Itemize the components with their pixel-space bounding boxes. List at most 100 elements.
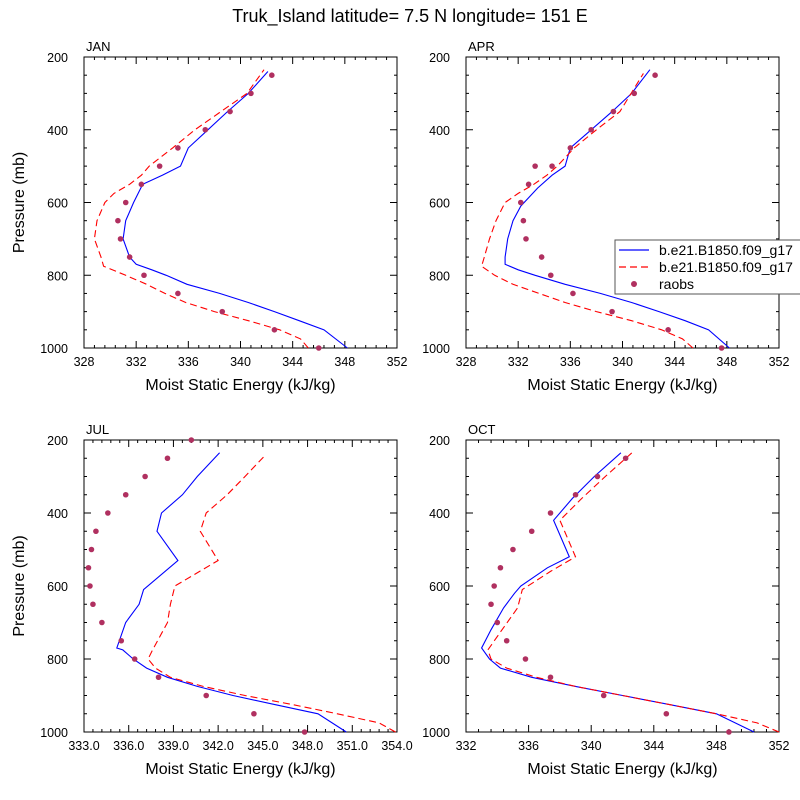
x-tick-label: 352 (387, 355, 408, 369)
raobs-point (538, 254, 545, 260)
raobs-point (523, 236, 529, 242)
x-tick-label: 336 (560, 355, 581, 369)
y-tick-label: 400 (429, 507, 450, 521)
plot-frame (83, 439, 398, 733)
x-tick-label: 342.0 (203, 739, 234, 753)
x-tick-label: 340 (230, 355, 251, 369)
legend: b.e21.B1850.f09_g17 b.e21.B1850.f09_g17 … (614, 239, 800, 295)
y-tick-label: 800 (47, 653, 68, 667)
raobs-point (301, 729, 308, 735)
x-tick-label: 332 (508, 355, 529, 369)
x-tick-label: 328 (456, 355, 477, 369)
y-tick-label: 1000 (40, 726, 68, 740)
model1-series-line (116, 452, 347, 733)
plot-frame (465, 439, 780, 733)
raobs-point (494, 619, 501, 626)
y-tick-label: 800 (429, 653, 450, 667)
y-tick-label: 1000 (40, 342, 68, 356)
raobs-point (652, 72, 658, 78)
raobs-point (269, 72, 275, 78)
y-tick-label: 200 (429, 51, 450, 65)
raobs-point (588, 126, 594, 133)
figure-title: Truk_Island latitude= 7.5 N longitude= 1… (232, 6, 588, 27)
x-axis-title: Moist Static Energy (kJ/kg) (527, 761, 717, 778)
raobs-point (175, 290, 181, 297)
x-tick-label: 348 (334, 355, 355, 369)
x-tick-label: 348.0 (292, 739, 323, 753)
model1-series-line (122, 71, 348, 349)
raobs-point (164, 455, 171, 462)
plot-frame (465, 56, 780, 349)
y-tick-label: 200 (47, 434, 68, 448)
panel-apr: 328 332 336 340 344 348 352 200 400 600 800 1000 APR… (422, 39, 789, 394)
raobs-point (117, 236, 124, 242)
x-tick-label: 339.0 (158, 739, 189, 753)
raobs-point (315, 345, 322, 351)
raobs-point (175, 145, 181, 151)
raobs-point (622, 455, 629, 462)
model2-series-line (487, 452, 780, 733)
y-tick-label: 1000 (422, 342, 450, 356)
y-tick-label: 600 (429, 197, 450, 211)
raobs-point (155, 674, 162, 681)
raobs-point (248, 90, 254, 97)
model2-series-line (93, 69, 309, 349)
raobs-point (118, 637, 125, 644)
raobs-point (90, 601, 96, 608)
model1-series-line (480, 452, 755, 733)
raobs-point (567, 145, 574, 151)
x-tick-label: 344 (664, 355, 685, 369)
raobs-point (131, 656, 138, 662)
raobs-point (87, 583, 93, 589)
x-axis-title: Moist Static Energy (kJ/kg) (145, 377, 335, 394)
y-tick-label: 400 (47, 124, 68, 138)
panels: 328 332 336 340 344 348 352 200 400 600 800 1000 JAN… (11, 39, 789, 778)
raobs-point (156, 163, 163, 169)
x-tick-label: 344 (282, 355, 303, 369)
raobs-point (99, 619, 105, 626)
raobs-point (547, 510, 554, 516)
raobs-point (532, 163, 538, 169)
raobs-point (203, 692, 210, 699)
raobs-point (142, 473, 148, 480)
raobs-point (609, 308, 615, 315)
y-tick-label: 600 (47, 580, 68, 594)
raobs-point (718, 345, 725, 351)
y-tick-label: 800 (47, 269, 68, 283)
raobs-point (503, 637, 510, 644)
y-tick-label: 600 (429, 580, 450, 594)
x-tick-label: 332 (126, 355, 147, 369)
x-axis-title: Moist Static Energy (kJ/kg) (527, 377, 717, 394)
raobs-point (251, 710, 257, 717)
legend-marker-sample (631, 281, 637, 287)
raobs-point (547, 674, 554, 681)
y-axis-title: Pressure (mb) (11, 152, 28, 253)
x-tick-label: 336 (178, 355, 199, 369)
raobs-point (570, 290, 576, 297)
x-tick-label: 332 (456, 739, 477, 753)
x-tick-label: 340 (612, 355, 633, 369)
raobs-point (227, 108, 233, 115)
y-tick-label: 200 (429, 434, 450, 448)
y-tick-label: 400 (47, 507, 68, 521)
raobs-point (126, 254, 133, 260)
model1-series-line (504, 69, 730, 349)
panel-label: JAN (86, 39, 111, 54)
raobs-point (141, 272, 147, 279)
x-tick-label: 328 (74, 355, 95, 369)
y-axis-title: Pressure (mb) (11, 535, 28, 636)
raobs-point (122, 491, 129, 498)
raobs-point (522, 656, 529, 662)
raobs-point (497, 564, 504, 571)
raobs-point (665, 327, 671, 333)
raobs-point (663, 710, 670, 717)
raobs-point (188, 437, 195, 443)
y-tick-label: 200 (47, 51, 68, 65)
raobs-point (491, 583, 497, 589)
x-tick-label: 345.0 (247, 739, 278, 753)
raobs-point (115, 217, 121, 224)
raobs-point (88, 546, 95, 553)
panel-oct: 332 336 340 344 348 352 200 400 600 800 1000 OCT Moi… (422, 422, 789, 778)
raobs-point (105, 510, 111, 516)
